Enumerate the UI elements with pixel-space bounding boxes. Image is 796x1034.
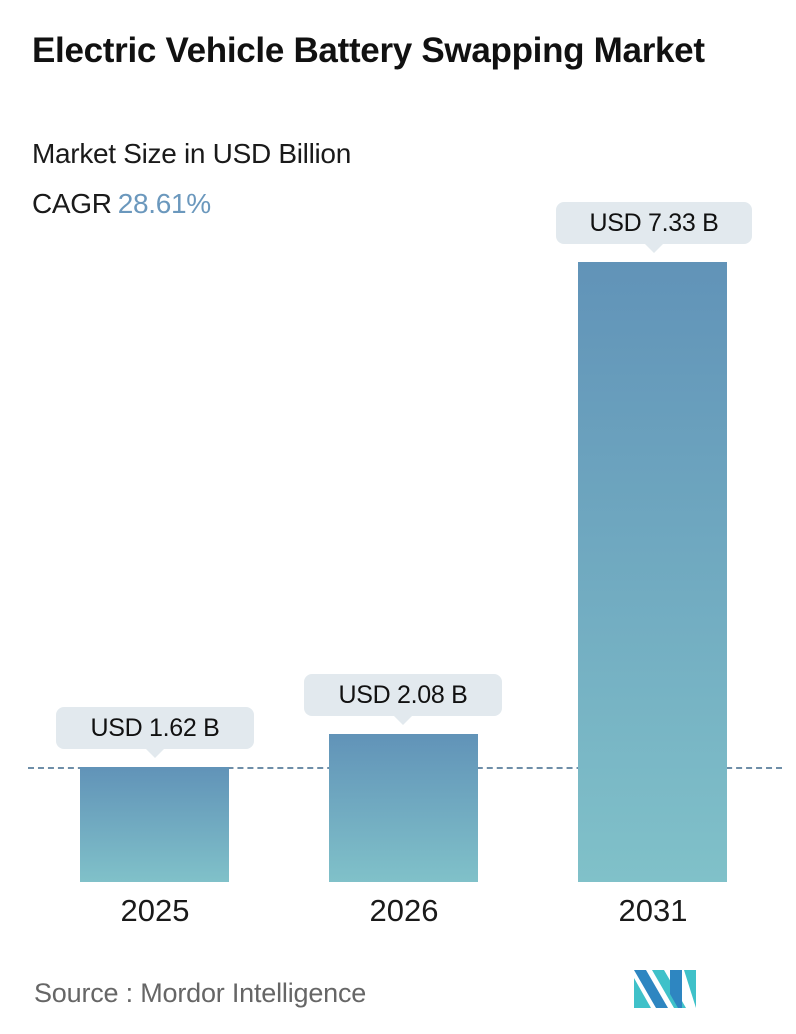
bar-2025: [80, 767, 229, 882]
data-label-2025: USD 1.62 B: [56, 707, 254, 758]
source-text: Source : Mordor Intelligence: [34, 978, 367, 1008]
data-label-2026: USD 2.08 B: [304, 674, 502, 725]
cagr-value: 28.61%: [117, 188, 211, 219]
bar-2026: [329, 734, 478, 882]
bar-2031: [578, 262, 727, 882]
chart-subtitle: Market Size in USD Billion: [32, 138, 351, 169]
x-label-2025: 2025: [120, 893, 190, 928]
chart-title: Electric Vehicle Battery Swapping Market: [32, 31, 705, 70]
cagr-label: CAGR: [32, 188, 112, 219]
data-label-2031: USD 7.33 B: [556, 202, 752, 253]
mordor-intelligence-logo-icon: [634, 970, 696, 1008]
x-label-2026: 2026: [369, 893, 439, 928]
cagr-annotation: CAGR 28.61%: [32, 188, 211, 220]
x-label-2031: 2031: [618, 893, 688, 928]
